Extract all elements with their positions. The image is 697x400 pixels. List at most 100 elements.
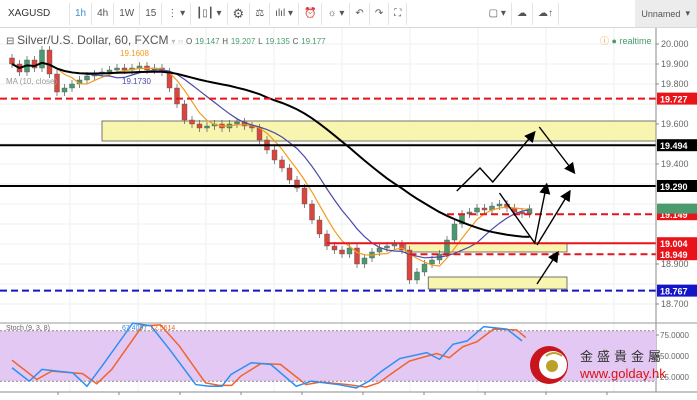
symbol-search[interactable]: XAGUSD: [0, 2, 70, 25]
candle-body: [361, 257, 368, 265]
candle-body: [301, 187, 308, 205]
stoch-label: Stoch (9, 3, 8): [6, 325, 50, 332]
chevron-down-icon: ▾: [500, 8, 506, 19]
candle-body: [271, 149, 278, 161]
candle-body: [189, 119, 195, 125]
projection-arrow: [456, 130, 536, 192]
candle-body: [196, 123, 203, 129]
candle-body: [331, 245, 338, 251]
undo-icon: ↶: [355, 8, 364, 19]
realtime-label: realtime: [619, 36, 652, 46]
series-title: Silver/U.S. Dollar, 60, FXCM: [17, 33, 169, 47]
stoch-axis-label: 25.0000: [660, 373, 689, 382]
cloud-upload-icon: ☁↑: [537, 8, 553, 19]
high-label: H: [222, 37, 229, 46]
close-value: 19.177: [301, 37, 326, 46]
price-level-tag: [657, 139, 697, 152]
candle-body: [496, 203, 503, 207]
ma-mid-label: MA (10, close): [6, 77, 58, 86]
candle-body: [136, 65, 143, 69]
interval-15[interactable]: 15: [140, 2, 163, 25]
candle-body: [444, 239, 450, 255]
indicators-button[interactable]: ılıl ▾: [270, 2, 299, 25]
stoch-axis-label: 75.0000: [660, 331, 689, 340]
support-resistance-zone: [427, 276, 568, 290]
interval-4h[interactable]: 4h: [92, 2, 115, 25]
logo-chinese-name: 金盛貴金屬: [580, 349, 666, 364]
candle-body: [429, 259, 435, 265]
projection-arrow: [498, 182, 551, 245]
price-level-tag: [657, 237, 697, 250]
stoch-axis-label: 50.0000: [660, 352, 689, 361]
ideas-button[interactable]: ☼ ▾: [322, 2, 351, 25]
price-level-tag: [657, 180, 697, 192]
save-layout-button[interactable]: ☁↑: [533, 2, 559, 25]
candle-body: [346, 247, 353, 255]
stoch-d-line: [11, 324, 527, 388]
stoch-d-value: 72.5614: [150, 325, 176, 332]
interval-1h[interactable]: 1h: [70, 2, 93, 25]
warning-icon[interactable]: ⓘ: [600, 36, 610, 46]
candle-body: [69, 83, 75, 89]
redo-button[interactable]: ↷: [370, 2, 390, 25]
settings-button[interactable]: ⚙: [228, 2, 251, 25]
price-level-tag: [657, 284, 697, 297]
projection-arrow: [536, 250, 559, 285]
candle-body: [391, 243, 398, 247]
candle-body: [174, 87, 180, 105]
price-axis-label: 18.900: [661, 259, 689, 269]
candle-body: [519, 211, 525, 215]
candle-body: [46, 49, 53, 75]
fullscreen-button[interactable]: ⛶: [389, 2, 408, 25]
undo-button[interactable]: ↶: [350, 2, 370, 25]
price-axis-label: 19.600: [661, 119, 689, 129]
chevron-down-icon: ▾: [339, 8, 345, 19]
candle-body: [9, 57, 15, 65]
moving-average-5: [11, 62, 530, 267]
layout-name-button[interactable]: Unnamed ▾: [635, 0, 697, 27]
load-layout-button[interactable]: ☁: [512, 2, 533, 25]
layout-button[interactable]: ▢ ▾: [484, 2, 512, 25]
golday-logo: 金盛貴金屬 www.golday.hk: [528, 344, 666, 386]
candle-body: [121, 67, 128, 71]
price-axis-label: 20.000: [661, 39, 689, 49]
interval-more-button[interactable]: ⋮ ▾: [162, 2, 192, 25]
lightbulb-icon: ☼: [327, 8, 337, 19]
price-level-tag: [657, 92, 697, 105]
collapse-icon[interactable]: ⊟: [6, 36, 15, 47]
chevron-down-icon: ▾: [216, 8, 222, 19]
candle-body: [384, 245, 390, 249]
candle-body: [451, 223, 458, 241]
chevron-down-icon: ▾: [287, 8, 293, 19]
layout-icon: ▢: [488, 8, 499, 19]
open-label: O: [186, 37, 193, 46]
alert-button[interactable]: ⏰: [299, 2, 323, 25]
ma-fast-value: 19.1608: [120, 49, 149, 58]
candle-body: [234, 121, 240, 125]
candle-body: [339, 249, 345, 255]
candle-body: [286, 167, 293, 181]
top-toolbar: XAGUSD 1h 4h 1W 15 ⋮ ▾ ┃▯┃ ▾ ⚙ ⚖ ılıl ▾ …: [0, 0, 697, 28]
low-value: 19.135: [265, 37, 290, 46]
candle-body: [54, 73, 60, 93]
candle-body: [294, 179, 300, 189]
interval-1w[interactable]: 1W: [114, 2, 141, 25]
chart-style-button[interactable]: ┃▯┃ ▾: [191, 2, 228, 25]
alert-icon: ⏰: [303, 8, 317, 19]
compare-button[interactable]: ⚖: [250, 2, 271, 25]
realtime-status: ⓘ ● realtime: [600, 36, 652, 46]
fullscreen-icon: ⛶: [394, 8, 402, 19]
price-level-label: 19.727: [660, 95, 688, 105]
candle-body: [39, 49, 45, 69]
candle-body: [61, 87, 68, 93]
candle-body: [354, 247, 360, 265]
moving-average-10: [11, 62, 530, 259]
layout-name: Unnamed: [641, 8, 681, 19]
price-level-label: 19.004: [660, 239, 688, 249]
indicators-icon: ılıl: [275, 8, 286, 19]
high-value: 19.207: [230, 37, 256, 46]
candle-body: [204, 125, 210, 129]
logo-emblem-icon: [530, 346, 568, 384]
price-level-label: 18.949: [660, 250, 688, 260]
